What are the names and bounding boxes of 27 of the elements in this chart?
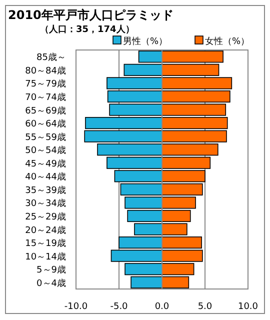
x-tick-label: -5.0 (110, 302, 128, 312)
y-tick-label: 15～19歳 (25, 238, 66, 250)
y-tick-label: 20～24歳 (25, 224, 66, 236)
y-tick-label: 60～64歳 (25, 118, 66, 130)
y-tick-label: 85歳～ (36, 52, 66, 64)
y-tick-label: 10～14歳 (25, 251, 66, 262)
y-tick-label: 40～44歳 (25, 172, 66, 183)
legend-label: 女性（%） (205, 36, 250, 47)
y-tick-label: 50～54歳 (25, 145, 66, 156)
y-tick-label: 75～79歳 (25, 78, 66, 90)
y-tick-label: 45～49歳 (25, 158, 66, 170)
chart-subtitle: （人口：35，174人） (40, 24, 134, 35)
y-tick-label: 0～4歳 (36, 278, 66, 289)
x-tick-label: 10.0 (238, 302, 258, 312)
legend-label: 男性（%） (123, 36, 168, 47)
chart-title: 2010年平戸市人口ピラミッド (8, 8, 174, 22)
y-tick-label: 80～84歳 (25, 65, 66, 76)
y-tick-label: 35～39歳 (25, 184, 66, 196)
x-tick-label: 5.0 (198, 302, 212, 312)
y-tick-label: 65～69歳 (25, 105, 66, 116)
y-tick-label: 70～74歳 (25, 92, 66, 103)
y-tick-label: 5～9歳 (36, 264, 66, 276)
x-tick-label: -10.0 (64, 302, 88, 312)
y-tick-label: 25～29歳 (25, 211, 66, 222)
y-tick-label: 30～34歳 (25, 198, 66, 210)
x-tick-label: 0.0 (154, 302, 170, 312)
y-tick-label: 55～59歳 (25, 132, 66, 143)
